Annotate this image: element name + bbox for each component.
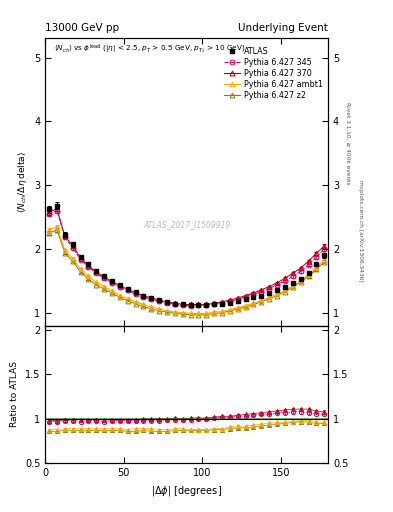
Text: $\langle N_{ch}\rangle$ vs $\phi^{\mathrm{lead}}$ ($|\eta|$ < 2.5, $p_T$ > 0.5 G: $\langle N_{ch}\rangle$ vs $\phi^{\mathr… <box>54 42 245 56</box>
Text: 13000 GeV pp: 13000 GeV pp <box>45 23 119 33</box>
Text: ATLAS_2017_I1509919: ATLAS_2017_I1509919 <box>143 221 230 229</box>
X-axis label: $|\Delta\phi|$ [degrees]: $|\Delta\phi|$ [degrees] <box>151 484 222 498</box>
Y-axis label: $\langle N_{ch} / \Delta\eta\,\mathrm{delta}\rangle$: $\langle N_{ch} / \Delta\eta\,\mathrm{de… <box>16 151 29 213</box>
Text: Rivet 3.1.10, ≥ 400k events: Rivet 3.1.10, ≥ 400k events <box>345 102 350 185</box>
Text: mcplots.cern.ch [arXiv:1306.3436]: mcplots.cern.ch [arXiv:1306.3436] <box>358 180 363 281</box>
Y-axis label: Ratio to ATLAS: Ratio to ATLAS <box>10 361 19 428</box>
Legend: ATLAS, Pythia 6.427 345, Pythia 6.427 370, Pythia 6.427 ambt1, Pythia 6.427 z2: ATLAS, Pythia 6.427 345, Pythia 6.427 37… <box>223 45 324 101</box>
Text: Underlying Event: Underlying Event <box>238 23 328 33</box>
